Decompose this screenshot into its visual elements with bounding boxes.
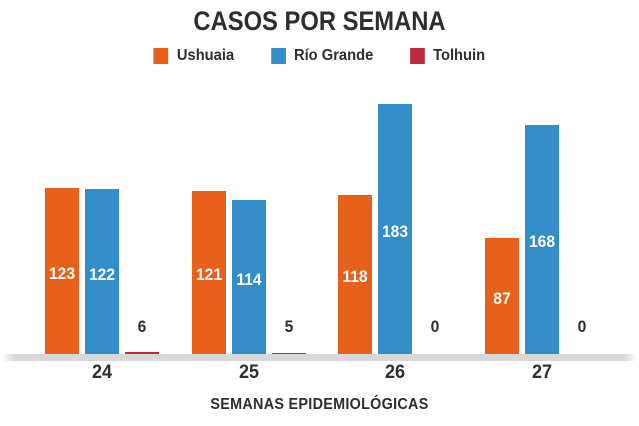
bar-group: 121 114 5 <box>191 94 306 360</box>
bar-slot: 121 <box>191 94 226 360</box>
bar-slot: 168 <box>524 94 559 360</box>
bar <box>484 238 519 360</box>
legend-label-tolhuin: Tolhuin <box>433 47 486 64</box>
bar-value-label: 123 <box>48 263 76 283</box>
legend-swatch-tolhuin <box>410 48 425 64</box>
bar-group: 118 183 0 <box>338 94 452 360</box>
bar-value-label: 121 <box>195 265 222 285</box>
bar-slot: 122 <box>85 94 119 360</box>
bar <box>191 190 226 360</box>
bar-value-label: 183 <box>381 221 409 241</box>
bar <box>338 194 372 360</box>
x-tick-label: 26 <box>384 362 406 383</box>
x-axis-ticks: 24 25 26 27 <box>0 362 639 388</box>
bar <box>378 103 412 360</box>
bar-value-label: 0 <box>430 317 440 336</box>
legend-item-ushuaia: Ushuaia <box>153 47 235 65</box>
bar <box>45 187 79 360</box>
legend-label-rio-grande: Río Grande <box>293 47 374 64</box>
bar <box>85 189 119 360</box>
bar-group: 87 168 0 <box>484 94 599 360</box>
bar-slot: 123 <box>45 94 79 360</box>
bar-slot: 0 <box>418 94 452 360</box>
bar-slot: 5 <box>271 94 306 360</box>
plot-area: 123 122 6 121 114 5 118 183 0 87 168 0 <box>0 90 639 360</box>
x-tick-label: 27 <box>531 362 552 383</box>
x-axis-line <box>2 354 637 361</box>
bar-value-label: 118 <box>342 267 368 287</box>
bar-slot: 87 <box>484 94 519 360</box>
bar-slot: 114 <box>231 94 266 360</box>
x-tick-label: 24 <box>91 362 113 383</box>
legend-item-tolhuin: Tolhuin <box>410 47 485 65</box>
bar <box>231 200 266 360</box>
bar-slot: 183 <box>378 94 412 360</box>
bar-slot: 6 <box>125 94 159 360</box>
legend-item-rio-grande: Río Grande <box>270 47 374 65</box>
bar-value-label: 0 <box>577 317 586 336</box>
legend: Ushuaia Río Grande Tolhuin <box>26 47 614 65</box>
x-tick-label: 25 <box>238 362 259 383</box>
bar-value-label: 168 <box>528 232 555 252</box>
bar-value-label: 87 <box>492 289 511 309</box>
bar-value-label: 5 <box>284 317 293 336</box>
bar-group: 123 122 6 <box>45 94 159 360</box>
chart-title: CASOS POR SEMANA <box>193 6 446 36</box>
x-axis-title: SEMANAS EPIDEMIOLÓGICAS <box>210 396 429 413</box>
legend-swatch-ushuaia <box>153 48 169 64</box>
bar <box>524 124 559 360</box>
legend-label-ushuaia: Ushuaia <box>176 47 235 64</box>
bar-value-label: 122 <box>88 264 116 284</box>
bar-slot: 0 <box>565 94 599 360</box>
bar-slot: 118 <box>338 94 372 360</box>
legend-swatch-rio-grande <box>270 48 286 64</box>
bar-value-label: 114 <box>235 270 262 290</box>
bar-value-label: 6 <box>137 317 147 336</box>
